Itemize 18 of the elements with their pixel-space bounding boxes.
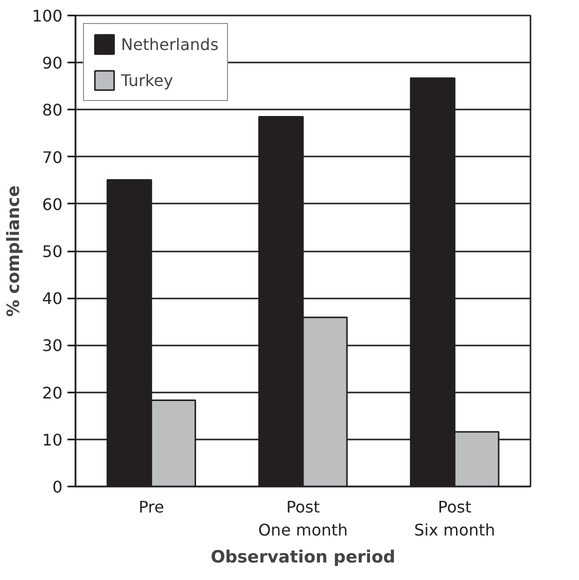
y-tick-label: 10 <box>42 430 62 450</box>
legend-label: Netherlands <box>121 34 219 54</box>
x-tick-label: Post One month <box>258 498 348 540</box>
x-tick-label: Pre <box>138 498 164 516</box>
x-axis-title: Observation period <box>210 547 396 568</box>
y-tick-label: 30 <box>42 336 62 356</box>
y-tick-label: 0 <box>52 478 63 496</box>
y-tick-label: 100 <box>32 6 63 26</box>
y-axis-title: % compliance <box>4 185 24 317</box>
x-tick-label: Post Six month <box>414 498 496 540</box>
legend-label: Turkey <box>121 70 174 90</box>
y-tick-label: 60 <box>42 194 62 214</box>
y-tick-label: 90 <box>42 54 62 73</box>
y-tick-label: 20 <box>42 383 62 402</box>
y-tick-label: 50 <box>42 242 62 261</box>
y-tick-label: 80 <box>42 100 62 120</box>
y-tick-label: 70 <box>42 148 62 167</box>
y-tick-label: 40 <box>42 289 62 308</box>
